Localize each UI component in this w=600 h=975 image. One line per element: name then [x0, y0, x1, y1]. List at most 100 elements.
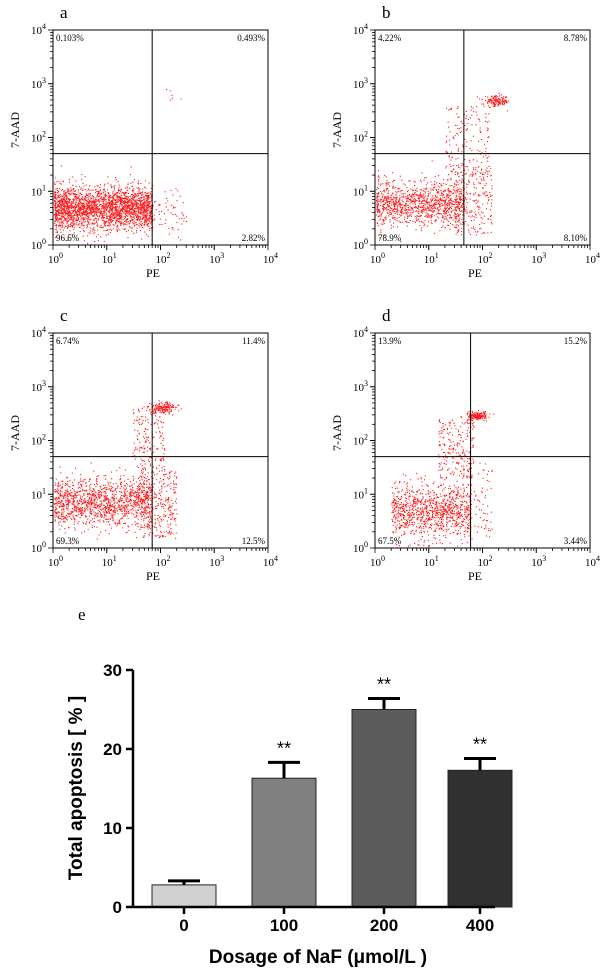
data-point [121, 222, 123, 224]
data-point [414, 181, 416, 183]
data-point [185, 216, 187, 218]
data-point [97, 484, 99, 486]
data-point [384, 203, 386, 205]
data-point [103, 189, 105, 191]
data-point [140, 212, 142, 214]
data-point [175, 213, 177, 215]
data-point [110, 216, 112, 218]
data-point [142, 199, 144, 201]
data-point [132, 209, 134, 211]
data-point [133, 203, 135, 205]
data-point [376, 189, 378, 191]
data-point [456, 125, 458, 127]
data-point [398, 199, 400, 201]
data-point [150, 487, 152, 489]
data-point [127, 201, 129, 203]
data-point [136, 187, 138, 189]
data-point [159, 204, 161, 206]
data-point [126, 218, 128, 220]
data-point [454, 198, 456, 200]
data-point [414, 204, 416, 206]
data-point [93, 219, 95, 221]
data-point [378, 215, 380, 217]
data-point [110, 208, 112, 210]
data-point [76, 197, 78, 199]
data-point [416, 193, 418, 195]
data-point [59, 188, 61, 190]
data-point [413, 195, 415, 197]
data-point [403, 206, 405, 208]
data-point [75, 509, 77, 511]
data-point [54, 516, 56, 518]
data-point [481, 103, 483, 105]
data-point [64, 197, 66, 199]
data-point [70, 210, 72, 212]
data-point [137, 182, 139, 184]
data-point [469, 198, 471, 200]
data-point [146, 486, 148, 488]
data-point [131, 227, 133, 229]
data-point [120, 210, 122, 212]
data-point [430, 187, 432, 189]
data-point [109, 202, 111, 204]
data-point [461, 218, 463, 220]
data-point [67, 227, 69, 229]
data-point [127, 205, 129, 207]
data-point [148, 208, 150, 210]
data-point [502, 101, 504, 103]
data-point [66, 221, 68, 223]
data-point [124, 187, 126, 189]
data-point [100, 513, 102, 515]
data-point [144, 198, 146, 200]
data-point [380, 214, 382, 216]
data-point [170, 99, 172, 101]
data-point [433, 187, 435, 189]
data-point [107, 488, 109, 490]
data-point [89, 521, 91, 523]
data-point [136, 206, 138, 208]
data-point [118, 218, 120, 220]
data-point [132, 513, 134, 515]
data-point [479, 228, 481, 230]
data-point [435, 189, 437, 191]
data-point [119, 217, 121, 219]
data-point [432, 199, 434, 201]
data-point [69, 215, 71, 217]
data-point [459, 217, 461, 219]
data-point [434, 202, 436, 204]
data-point [75, 185, 77, 187]
data-point [105, 518, 107, 520]
data-point [401, 207, 403, 209]
data-point [63, 496, 65, 498]
data-point [457, 201, 459, 203]
data-point [382, 200, 384, 202]
data-point [445, 183, 447, 185]
data-point [129, 500, 131, 502]
data-point [390, 213, 392, 215]
data-point [380, 215, 382, 217]
data-point [76, 508, 78, 510]
data-point [99, 495, 101, 497]
data-point [158, 213, 160, 215]
data-point [150, 187, 152, 189]
data-point [103, 206, 105, 208]
data-point [134, 210, 136, 212]
data-point [110, 218, 112, 220]
data-point [126, 208, 128, 210]
data-point [97, 200, 99, 202]
data-point [454, 221, 456, 223]
data-point [68, 502, 70, 504]
data-point [54, 220, 56, 222]
data-point [457, 214, 459, 216]
data-point [118, 195, 120, 197]
data-point [420, 201, 422, 203]
data-point [64, 195, 66, 197]
data-point [431, 199, 433, 201]
data-point [388, 215, 390, 217]
data-point [126, 500, 128, 502]
data-point [414, 200, 416, 202]
data-point [128, 200, 130, 202]
data-point [490, 219, 492, 221]
data-point [456, 215, 458, 217]
data-point [56, 211, 58, 213]
